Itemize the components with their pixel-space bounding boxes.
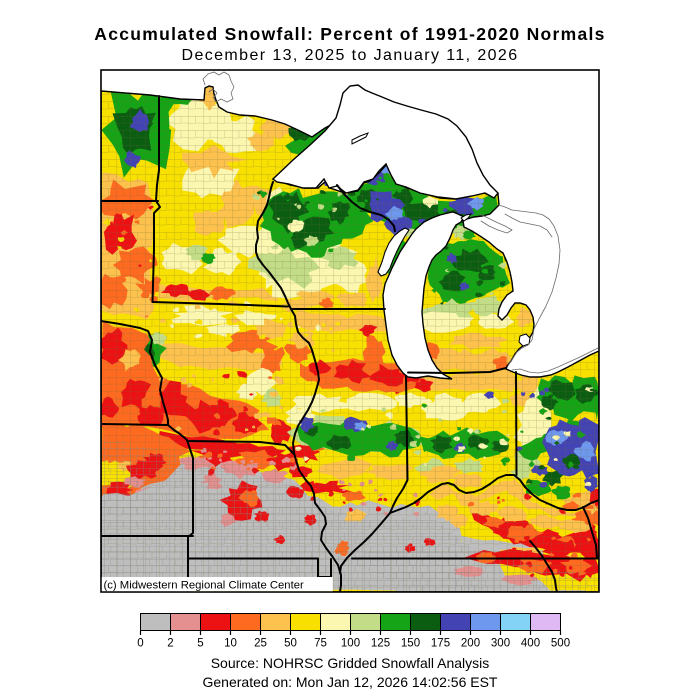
svg-text:150: 150 — [401, 638, 420, 650]
svg-text:75: 75 — [314, 638, 327, 650]
svg-text:2: 2 — [167, 638, 173, 650]
svg-text:5: 5 — [197, 638, 203, 650]
svg-text:400: 400 — [521, 638, 540, 650]
svg-text:200: 200 — [461, 638, 480, 650]
svg-text:0: 0 — [137, 638, 143, 650]
svg-text:50: 50 — [284, 638, 297, 650]
svg-text:25: 25 — [254, 638, 267, 650]
svg-text:10: 10 — [224, 638, 237, 650]
svg-text:500: 500 — [551, 638, 570, 650]
svg-text:175: 175 — [431, 638, 450, 650]
svg-text:125: 125 — [371, 638, 390, 650]
svg-text:300: 300 — [491, 638, 510, 650]
svg-text:100: 100 — [341, 638, 360, 650]
svg-text:(c) Midwestern Regional Climat: (c) Midwestern Regional Climate Center — [104, 580, 305, 592]
